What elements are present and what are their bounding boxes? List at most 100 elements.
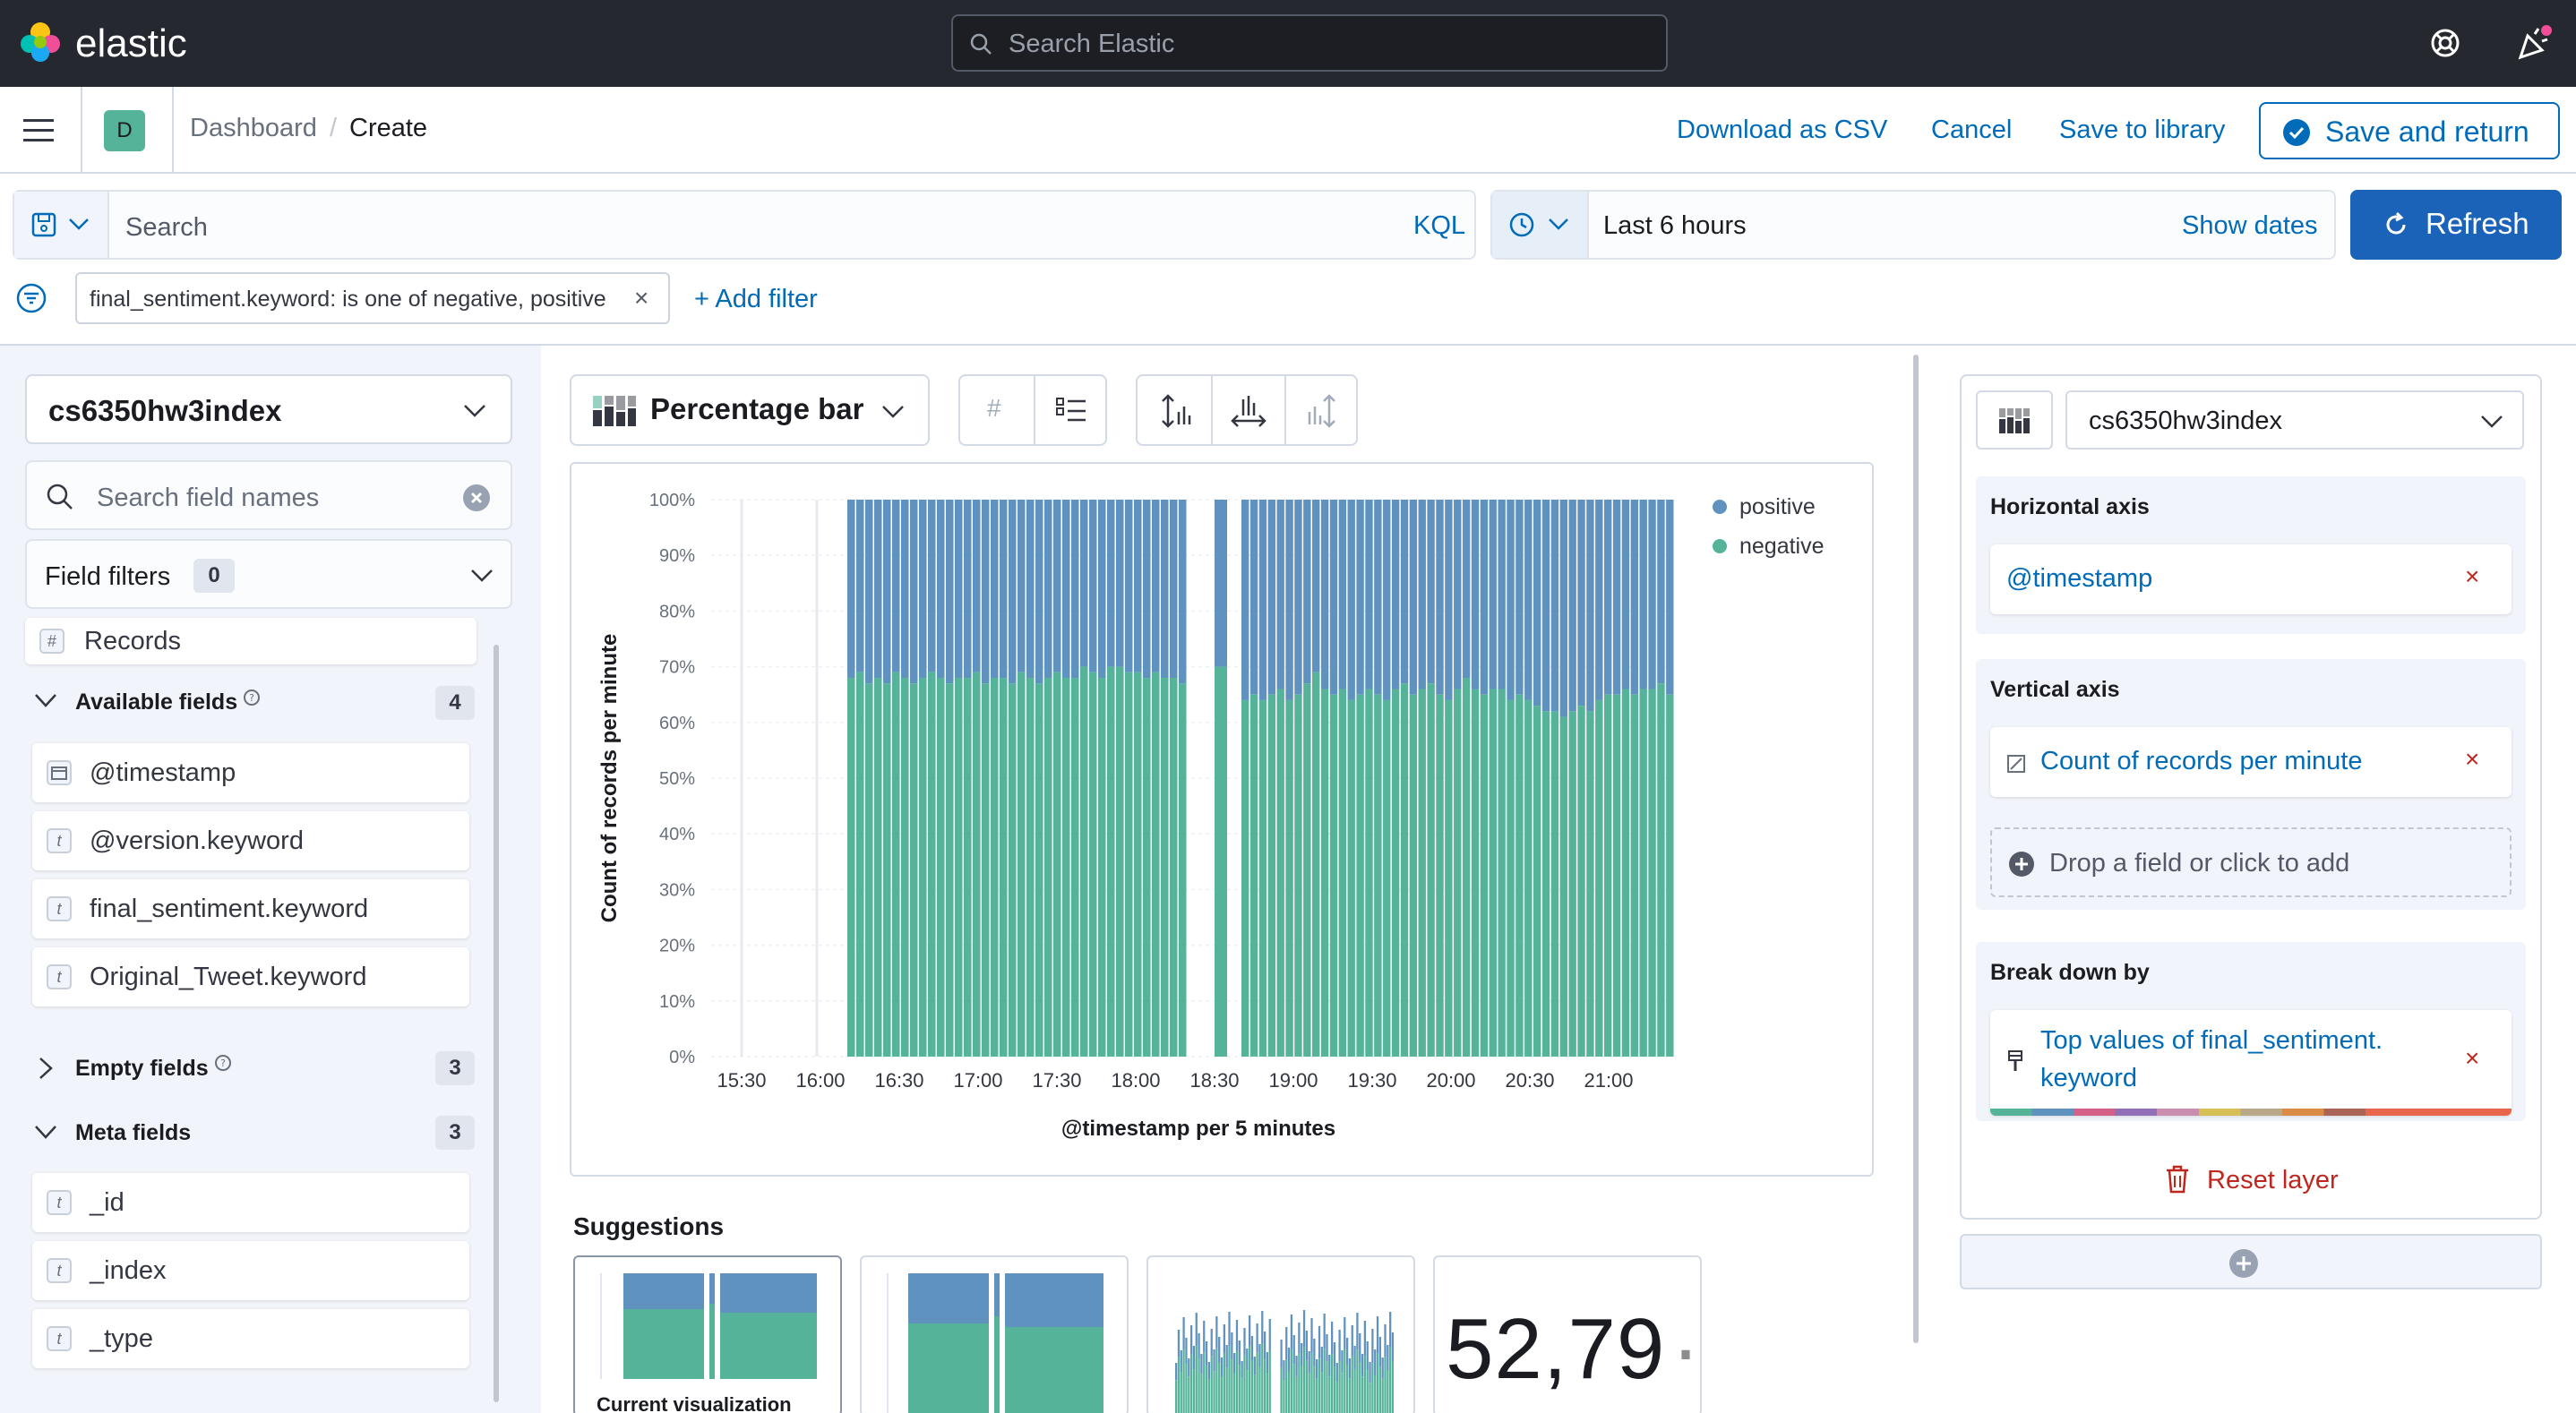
- add-filter-link[interactable]: + Add filter: [694, 285, 818, 313]
- field-item[interactable]: t Original_Tweet.keyword: [32, 947, 469, 1006]
- vertical-axis-dimension[interactable]: Count of records per minute ×: [1990, 727, 2512, 797]
- legend-icon[interactable]: [1055, 396, 1087, 424]
- thumb-bar: [1301, 1343, 1303, 1366]
- layer-index-selector[interactable]: cs6350hw3index: [2065, 390, 2524, 450]
- bar-positive: [1577, 500, 1585, 706]
- field-item[interactable]: t _index: [32, 1241, 469, 1300]
- field-item[interactable]: @timestamp: [32, 743, 469, 802]
- help-icon[interactable]: [2429, 27, 2461, 59]
- svg-text:?: ?: [220, 1058, 226, 1069]
- close-icon[interactable]: ×: [634, 284, 649, 312]
- left-axis-icon[interactable]: [1159, 394, 1191, 428]
- bar-negative: [1489, 689, 1497, 1057]
- horizontal-axis-dimension[interactable]: @timestamp ×: [1990, 544, 2512, 614]
- bar-negative: [1000, 678, 1008, 1057]
- kql-toggle[interactable]: KQL: [1413, 211, 1466, 240]
- save-and-return-button[interactable]: Save and return: [2259, 102, 2560, 159]
- remove-icon[interactable]: ×: [2465, 562, 2480, 590]
- bar-positive: [1445, 500, 1453, 700]
- info-icon[interactable]: ?: [213, 1053, 233, 1073]
- bottom-axis-icon[interactable]: [1231, 394, 1267, 428]
- query-search-input[interactable]: Search: [125, 213, 208, 242]
- add-layer-button[interactable]: [1960, 1234, 2542, 1289]
- refresh-button[interactable]: Refresh: [2350, 190, 2562, 260]
- remove-icon[interactable]: ×: [2465, 1044, 2480, 1072]
- chevron-down-icon[interactable]: [34, 1125, 57, 1141]
- field-list-scrollbar[interactable]: [494, 645, 499, 1402]
- y-tick-label: 50%: [659, 769, 695, 789]
- drop-field-zone[interactable]: Drop a field or click to add: [1990, 827, 2512, 897]
- global-search-placeholder: Search Elastic: [1009, 30, 1175, 58]
- field-item[interactable]: t _id: [32, 1173, 469, 1232]
- bar-negative: [1533, 706, 1541, 1057]
- bar-negative: [1462, 678, 1471, 1057]
- suggestion-current[interactable]: Current visualization: [573, 1255, 842, 1413]
- filter-pill[interactable]: final_sentiment.keyword: is one of negat…: [75, 272, 670, 324]
- index-pattern-selector[interactable]: cs6350hw3index: [25, 374, 512, 444]
- thumb-bar: [1220, 1357, 1224, 1377]
- field-item[interactable]: t @version.keyword: [32, 811, 469, 870]
- quick-select-button[interactable]: [1492, 192, 1589, 258]
- thumb-bar: [1348, 1378, 1352, 1413]
- breakdown-dimension[interactable]: Top values of final_sentiment. keyword ×: [1990, 1010, 2512, 1116]
- bar-positive: [1000, 500, 1008, 679]
- bar-positive: [1436, 500, 1444, 695]
- trash-icon[interactable]: [2164, 1164, 2191, 1195]
- layer-type-button[interactable]: [1976, 390, 2053, 450]
- bar-positive: [1666, 500, 1674, 695]
- newsfeed-icon[interactable]: [2515, 23, 2555, 63]
- filter-icon[interactable]: [16, 283, 47, 313]
- saved-query-menu[interactable]: [14, 192, 109, 258]
- save-to-library-link[interactable]: Save to library: [2059, 116, 2226, 144]
- available-fields-title[interactable]: Available fields: [75, 689, 238, 715]
- suggestion-stacked-bar[interactable]: [860, 1255, 1129, 1413]
- thumb-bar: [1318, 1357, 1321, 1413]
- bar-positive: [1524, 500, 1533, 700]
- meta-fields-title[interactable]: Meta fields: [75, 1120, 192, 1145]
- reset-layer-button[interactable]: Reset layer: [2207, 1166, 2339, 1195]
- field-search-input[interactable]: Search field names: [25, 460, 512, 530]
- bar-negative: [1639, 689, 1647, 1057]
- thumb-bar: [1310, 1318, 1313, 1354]
- chevron-down-icon[interactable]: [34, 693, 57, 709]
- thumb-bar: [1290, 1315, 1293, 1349]
- time-range-value[interactable]: Last 6 hours: [1603, 211, 1747, 240]
- field-item[interactable]: t final_sentiment.keyword: [32, 879, 469, 938]
- legend-item: negative: [1739, 534, 1825, 559]
- thumb-bar: [1220, 1376, 1224, 1413]
- elastic-logo-icon[interactable]: [18, 20, 63, 64]
- bar-positive: [1559, 500, 1567, 717]
- percentage-bar-chart[interactable]: 0% 10% 20% 30% 40% 50% 60% 70% 80% 90% 100% 15:30 16…: [571, 464, 1872, 1175]
- suggestion-metric[interactable]: 52,79 ·: [1433, 1255, 1702, 1413]
- thumb-bar: [1338, 1360, 1341, 1413]
- breadcrumb-dashboard[interactable]: Dashboard: [190, 114, 317, 142]
- remove-icon[interactable]: ×: [2465, 745, 2480, 773]
- thumb-bar: [1188, 1376, 1190, 1413]
- global-search-input[interactable]: Search Elastic: [951, 14, 1668, 72]
- menu-icon[interactable]: [23, 117, 56, 144]
- show-dates-link[interactable]: Show dates: [2182, 211, 2318, 240]
- workspace-scrollbar[interactable]: [1913, 355, 1919, 1343]
- chevron-right-icon[interactable]: [38, 1057, 54, 1080]
- thumb-bar: [1238, 1365, 1241, 1413]
- string-type-icon: t: [47, 1258, 72, 1283]
- suggestion-bar-histogram[interactable]: [1146, 1255, 1415, 1413]
- chart-type-switcher[interactable]: Percentage bar: [570, 374, 930, 446]
- space-avatar[interactable]: D: [104, 110, 145, 151]
- field-filters-dropdown[interactable]: Field filters 0: [25, 539, 512, 609]
- value-labels-icon[interactable]: #: [987, 394, 1001, 422]
- records-field[interactable]: # Records: [25, 618, 477, 664]
- empty-fields-title[interactable]: Empty fields: [75, 1056, 209, 1081]
- suggestion-thumbnail: [887, 1273, 1103, 1413]
- field-item[interactable]: t _type: [32, 1309, 469, 1368]
- cancel-link[interactable]: Cancel: [1931, 116, 2013, 144]
- thumb-bar: [1215, 1316, 1218, 1349]
- brand-name[interactable]: elastic: [75, 21, 187, 65]
- right-axis-icon[interactable]: [1306, 394, 1338, 428]
- bar-negative: [1524, 699, 1533, 1057]
- info-icon[interactable]: ?: [242, 688, 262, 707]
- clear-icon[interactable]: [462, 484, 491, 512]
- bar-positive: [1276, 500, 1284, 689]
- bar-negative: [1630, 694, 1638, 1057]
- download-csv-link[interactable]: Download as CSV: [1677, 116, 1888, 144]
